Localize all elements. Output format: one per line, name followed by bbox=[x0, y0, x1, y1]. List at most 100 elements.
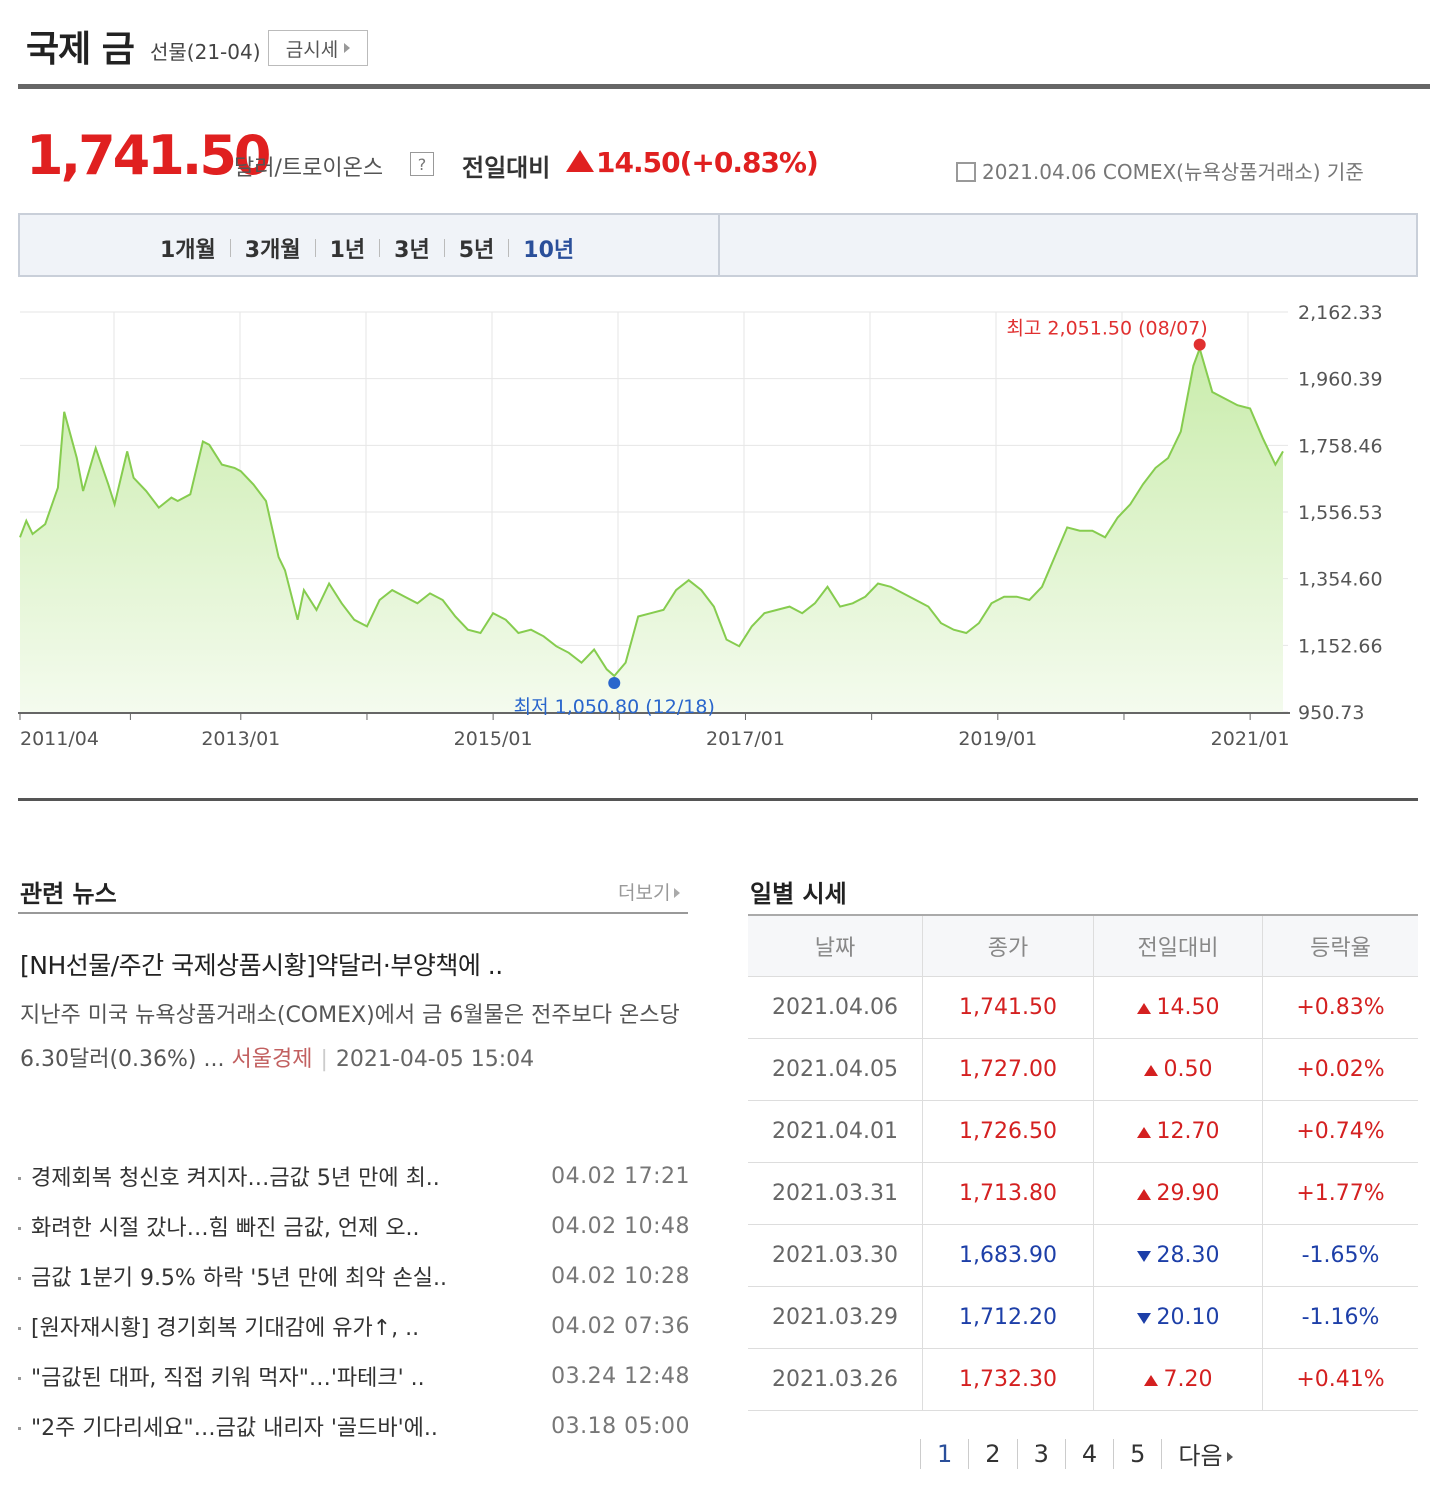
tab-separator bbox=[379, 239, 381, 257]
triangle-down-icon bbox=[1136, 1313, 1151, 1324]
news-item-title[interactable]: 금값 1분기 9.5% 하락 '5년 만에 최악 손실.. bbox=[31, 1266, 447, 1291]
news-list-item[interactable]: 경제회복 청신호 켜지자…금값 5년 만에 최.. 04.02 17:21 bbox=[18, 1151, 690, 1201]
news-item-title[interactable]: 화려한 시절 갔나…힘 빠진 금값, 언제 오.. bbox=[31, 1216, 420, 1241]
bullet-icon bbox=[18, 1177, 21, 1180]
table-row: 2021.04.05 1,727.00 0.50 +0.02% bbox=[748, 1038, 1418, 1101]
y-tick-label: 1,354.60 bbox=[1298, 569, 1383, 591]
table-row: 2021.04.06 1,741.50 14.50 +0.83% bbox=[748, 976, 1418, 1039]
table-row: 2021.03.30 1,683.90 28.30 -1.65% bbox=[748, 1224, 1418, 1287]
page-link-5[interactable]: 5 bbox=[1130, 1439, 1146, 1468]
tab-period-0[interactable]: 1개월 bbox=[160, 238, 216, 263]
tab-period-5[interactable]: 10년 bbox=[523, 238, 575, 263]
news-item-title[interactable]: "2주 기다리세요"…금값 내리자 '골드바'에.. bbox=[31, 1416, 438, 1441]
news-more-label: 더보기 bbox=[618, 882, 671, 904]
table-row: 2021.03.31 1,713.80 29.90 +1.77% bbox=[748, 1162, 1418, 1225]
y-tick-label: 950.73 bbox=[1298, 702, 1364, 724]
news-summary-text: 지난주 미국 뉴욕상품거래소(COMEX)에서 금 6월물은 전주보다 온스당 … bbox=[20, 1003, 680, 1072]
cell-date: 2021.04.01 bbox=[748, 1100, 923, 1163]
table-row: 2021.03.26 1,732.30 7.20 +0.41% bbox=[748, 1348, 1418, 1411]
cell-close: 1,683.90 bbox=[922, 1224, 1094, 1287]
tab-period-3[interactable]: 3년 bbox=[394, 238, 430, 263]
tab-period-1[interactable]: 3개월 bbox=[244, 238, 301, 263]
news-summary: 지난주 미국 뉴욕상품거래소(COMEX)에서 금 6월물은 전주보다 온스당 … bbox=[20, 994, 680, 1082]
news-item-date: 03.24 12:48 bbox=[551, 1363, 690, 1389]
next-page-link[interactable]: 다음 bbox=[1162, 1436, 1248, 1471]
y-tick-label: 1,960.39 bbox=[1298, 369, 1383, 391]
cell-close: 1,727.00 bbox=[922, 1038, 1094, 1101]
cell-date: 2021.04.06 bbox=[748, 976, 923, 1039]
col-close-header: 종가 bbox=[922, 914, 1094, 977]
triangle-up-icon bbox=[1136, 1189, 1151, 1200]
page-link-1[interactable]: 1 bbox=[937, 1439, 953, 1468]
news-list-item[interactable]: [원자재시황] 경기회복 기대감에 유가↑, .. 04.02 07:36 bbox=[18, 1301, 690, 1351]
news-item-title[interactable]: "금값된 대파, 직접 키워 먹자"…'파테크' .. bbox=[31, 1366, 425, 1391]
cell-change-value: 0.50 bbox=[1163, 1057, 1213, 1082]
pager-separator bbox=[968, 1438, 970, 1469]
cell-date: 2021.04.05 bbox=[748, 1038, 923, 1101]
news-divider bbox=[18, 912, 688, 914]
y-tick-label: 1,152.66 bbox=[1298, 635, 1383, 657]
daily-price-table: 날짜 종가 전일대비 등락율 2021.04.06 1,741.50 14.50 +0… bbox=[748, 914, 1418, 1411]
x-tick-label: 2011/04 bbox=[20, 728, 99, 750]
current-price: 1,741.50 bbox=[26, 124, 271, 187]
news-item-title-wrap: "2주 기다리세요"…금값 내리자 '골드바'에.. bbox=[18, 1410, 438, 1442]
series-area bbox=[20, 348, 1283, 712]
page-link-3[interactable]: 3 bbox=[1033, 1439, 1049, 1468]
triangle-up-icon bbox=[1136, 1003, 1151, 1014]
news-item-date: 04.02 17:21 bbox=[551, 1163, 690, 1189]
bullet-icon bbox=[18, 1327, 21, 1330]
page-link-4[interactable]: 4 bbox=[1081, 1439, 1098, 1468]
table-row: 2021.04.01 1,726.50 12.70 +0.74% bbox=[748, 1100, 1418, 1163]
tab-separator bbox=[443, 239, 445, 257]
tab-period-4[interactable]: 5년 bbox=[458, 238, 495, 263]
arrow-right-icon bbox=[344, 43, 351, 53]
cell-change-value: 7.20 bbox=[1163, 1367, 1213, 1392]
news-item-title[interactable]: [원자재시황] 경기회복 기대감에 유가↑, .. bbox=[31, 1316, 420, 1341]
prev-day-label: 전일대비 bbox=[462, 154, 551, 182]
news-list-item[interactable]: 금값 1분기 9.5% 하락 '5년 만에 최악 손실.. 04.02 10:28 bbox=[18, 1251, 690, 1301]
summary-separator: | bbox=[320, 1047, 328, 1072]
cell-change-value: 12.70 bbox=[1156, 1119, 1220, 1144]
price-source-text: 2021.04.06 COMEX(뉴욕상품거래소) 기준 bbox=[982, 160, 1364, 184]
triangle-up-icon bbox=[1136, 1127, 1151, 1138]
news-headline-link[interactable]: [NH선물/주간 국제상품시황]약달러·부양책에 .. bbox=[20, 951, 503, 980]
x-tick-label: 2013/01 bbox=[201, 728, 280, 750]
tab-period-2[interactable]: 1년 bbox=[329, 238, 366, 263]
cell-change: 0.50 bbox=[1093, 1038, 1263, 1101]
cell-change: 12.70 bbox=[1093, 1100, 1263, 1163]
pager-separator bbox=[1113, 1438, 1115, 1469]
table-header-row: 날짜 종가 전일대비 등락율 bbox=[748, 914, 1418, 977]
document-icon bbox=[956, 162, 976, 182]
cell-change-value: 20.10 bbox=[1156, 1305, 1220, 1330]
gold-price-button[interactable]: 금시세 bbox=[268, 30, 368, 66]
bullet-icon bbox=[18, 1427, 21, 1430]
cell-change: 14.50 bbox=[1093, 976, 1263, 1039]
cell-close: 1,712.20 bbox=[922, 1286, 1094, 1349]
header-divider bbox=[18, 84, 1430, 89]
cell-change: 29.90 bbox=[1093, 1162, 1263, 1225]
cell-rate: +0.41% bbox=[1262, 1348, 1418, 1411]
cell-close: 1,726.50 bbox=[922, 1100, 1094, 1163]
next-page-label: 다음 bbox=[1178, 1442, 1223, 1470]
col-date-header: 날짜 bbox=[748, 914, 923, 977]
page-link-2[interactable]: 2 bbox=[985, 1439, 1001, 1468]
news-item-date: 04.02 10:48 bbox=[551, 1213, 690, 1239]
cell-rate: +1.77% bbox=[1262, 1162, 1418, 1225]
help-icon[interactable]: ? bbox=[410, 152, 434, 176]
news-more-link[interactable]: 더보기 bbox=[618, 878, 681, 905]
cell-date: 2021.03.31 bbox=[748, 1162, 923, 1225]
gold-price-button-label: 금시세 bbox=[285, 38, 339, 61]
col-change-header: 전일대비 bbox=[1093, 914, 1263, 977]
prev-day-change: 14.50(+0.83%) bbox=[566, 146, 819, 179]
news-item-title[interactable]: 경제회복 청신호 켜지자…금값 5년 만에 최.. bbox=[31, 1166, 440, 1191]
news-list-item[interactable]: 화려한 시절 갔나…힘 빠진 금값, 언제 오.. 04.02 10:48 bbox=[18, 1201, 690, 1251]
cell-change: 7.20 bbox=[1093, 1348, 1263, 1411]
high-point-marker bbox=[1193, 338, 1206, 351]
news-list-item[interactable]: "금값된 대파, 직접 키워 먹자"…'파테크' .. 03.24 12:48 bbox=[18, 1351, 690, 1401]
cell-change-value: 14.50 bbox=[1156, 995, 1220, 1020]
news-item-date: 04.02 10:28 bbox=[551, 1263, 690, 1289]
news-item-date: 03.18 05:00 bbox=[551, 1413, 690, 1439]
news-press[interactable]: 서울경제 bbox=[231, 1047, 313, 1072]
news-list-item[interactable]: "2주 기다리세요"…금값 내리자 '골드바'에.. 03.18 05:00 bbox=[18, 1401, 690, 1451]
arrow-right-icon bbox=[674, 888, 681, 898]
